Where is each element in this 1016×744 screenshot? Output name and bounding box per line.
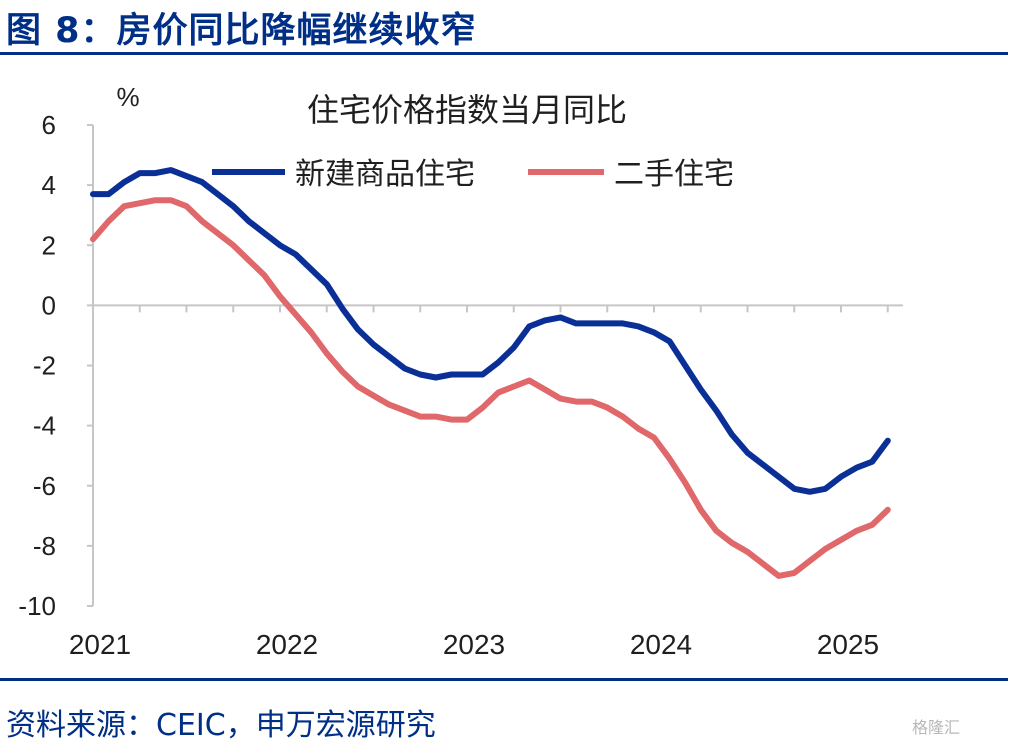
series-lines xyxy=(90,167,891,579)
watermark: 格隆汇 xyxy=(912,718,961,737)
y-tick-label: -8 xyxy=(33,531,56,561)
x-tick-label: 2025 xyxy=(817,629,879,660)
series-line-second-hand xyxy=(90,197,891,579)
y-axis-unit: % xyxy=(116,82,139,112)
series-line-new-home xyxy=(90,167,891,495)
legend: 新建商品住宅 二手住宅 xyxy=(212,158,734,191)
x-tick-label: 2022 xyxy=(256,629,318,660)
axes xyxy=(87,124,903,607)
y-tick-label: -6 xyxy=(33,471,56,501)
y-tick-label: 4 xyxy=(42,170,56,200)
y-tick-label: -4 xyxy=(33,411,56,441)
x-tick-label: 2021 xyxy=(69,629,131,660)
x-tick-labels: 2021 2022 2023 2024 2025 xyxy=(69,629,879,660)
x-tick-label: 2023 xyxy=(443,629,505,660)
y-tick-label: 0 xyxy=(42,290,56,320)
y-tick-label: 6 xyxy=(42,110,56,140)
figure-title: 图 8：房价同比降幅继续收窄 xyxy=(6,11,477,51)
header-rule xyxy=(0,52,1008,55)
source-note: 资料来源：CEIC，申万宏源研究 xyxy=(6,708,436,743)
y-tick-labels: 6 4 2 0 -2 -4 -6 -8 -10 xyxy=(18,110,56,621)
chart-title: 住宅价格指数当月同比 xyxy=(307,92,627,128)
legend-label-second-hand: 二手住宅 xyxy=(614,158,734,191)
legend-label-new-home: 新建商品住宅 xyxy=(295,158,475,191)
footer-rule xyxy=(0,678,1008,681)
x-tick-label: 2024 xyxy=(630,629,692,660)
y-tick-label: -2 xyxy=(33,351,56,381)
y-tick-label: 2 xyxy=(42,230,56,260)
y-tick-label: -10 xyxy=(18,591,56,621)
